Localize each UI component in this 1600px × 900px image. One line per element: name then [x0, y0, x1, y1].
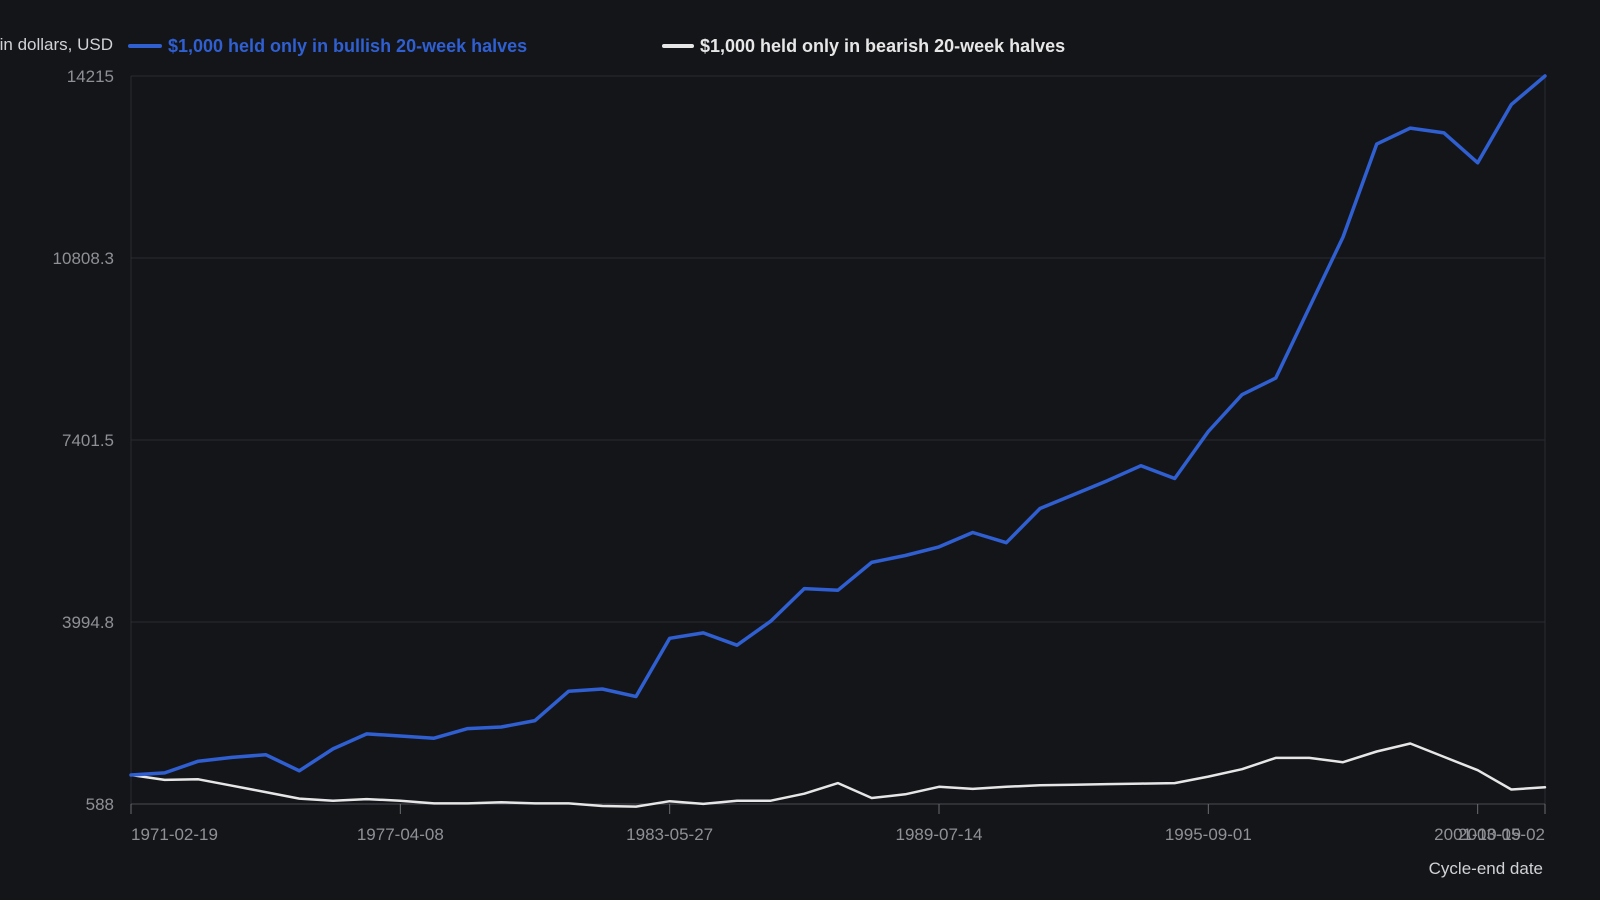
y-tick-label: 588: [86, 795, 114, 814]
series-lines: [129, 74, 1547, 808]
gridlines: [131, 75, 1545, 623]
legend-label-bearish: $1,000 held only in bearish 20-week halv…: [700, 36, 1065, 56]
series-line-bearish: [129, 742, 1547, 808]
tick-labels: 588 3994.8 7401.5 10808.3 14215 1971-02-19 197…: [53, 67, 1545, 844]
y-tick-label: 14215: [67, 67, 114, 86]
legend-label-bullish: $1,000 held only in bullish 20-week halv…: [168, 36, 527, 56]
y-tick-label: 10808.3: [53, 249, 114, 268]
x-tick-label: 1977-04-08: [357, 825, 444, 844]
axes: [130, 76, 1546, 814]
y-tick-label: 3994.8: [62, 613, 114, 632]
series-line-bullish: [129, 74, 1547, 777]
x-tick-label: 1989-07-14: [896, 825, 983, 844]
x-tick-label: 1995-09-01: [1165, 825, 1252, 844]
x-tick-label: 1971-02-19: [131, 825, 218, 844]
x-tick-label: 2001-10-19: [1434, 825, 1521, 844]
x-tick-label: 1983-05-27: [626, 825, 713, 844]
y-axis-title: Value in dollars, USD: [0, 35, 113, 54]
x-tick-label: 2003-05-02: [1458, 825, 1545, 844]
x-axis-title: Cycle-end date: [1429, 859, 1543, 878]
legend: Value in dollars, USD $1,000 held only i…: [0, 35, 1065, 56]
y-tick-label: 7401.5: [62, 431, 114, 450]
